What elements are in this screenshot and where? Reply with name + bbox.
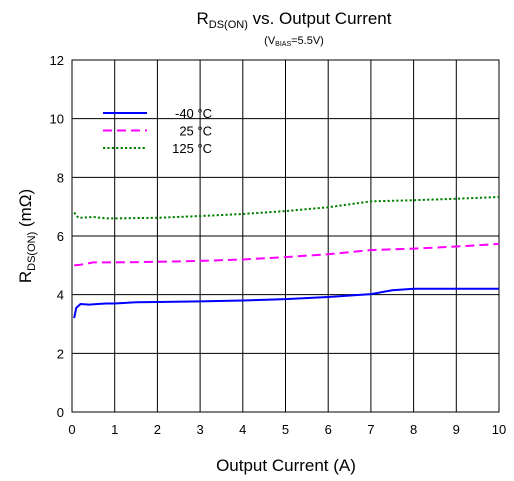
x-axis-label: Output Current (A) bbox=[216, 456, 356, 475]
chart-subtitle-sub: BIAS bbox=[275, 41, 291, 48]
series-line bbox=[74, 242, 500, 267]
x-tick-label: 7 bbox=[367, 422, 374, 437]
legend-label: 25 °C bbox=[179, 124, 212, 139]
chart-subtitle-rest: =5.5V) bbox=[291, 35, 324, 47]
y-tick-label: 12 bbox=[50, 53, 64, 68]
chart-title-rest: vs. Output Current bbox=[248, 9, 392, 28]
y-tick-label: 6 bbox=[57, 229, 64, 244]
x-tick-label: 9 bbox=[453, 422, 460, 437]
series-line bbox=[73, 287, 499, 319]
series-line bbox=[73, 195, 500, 220]
chart-title: RDS(ON) vs. Output Current bbox=[196, 9, 391, 31]
y-tick-label: 10 bbox=[50, 112, 64, 127]
x-tick-label: 6 bbox=[325, 422, 332, 437]
x-tick-label: 5 bbox=[282, 422, 289, 437]
x-tick-label: 2 bbox=[154, 422, 161, 437]
y-tick-label: 2 bbox=[57, 346, 64, 361]
chart-subtitle-open: (V bbox=[264, 35, 276, 47]
series-group bbox=[73, 195, 500, 319]
y-tick-label: 0 bbox=[57, 405, 64, 420]
y-axis-label-sub: DS(ON) bbox=[26, 232, 38, 271]
legend: -40 °C 25 °C 125 °C bbox=[103, 106, 212, 156]
legend-label: 125 °C bbox=[172, 141, 212, 156]
chart-subtitle: (VBIAS=5.5V) bbox=[264, 35, 324, 48]
x-tick-label: 1 bbox=[111, 422, 118, 437]
legend-label: -40 °C bbox=[175, 106, 212, 121]
y-axis-label-main: R bbox=[16, 271, 35, 283]
y-tick-labels: 0 2 4 6 8 10 12 bbox=[50, 53, 64, 420]
y-tick-label: 8 bbox=[57, 170, 64, 185]
chart-title-sub: DS(ON) bbox=[209, 19, 248, 31]
x-tick-label: 4 bbox=[239, 422, 246, 437]
y-axis-label-rest: (mΩ) bbox=[16, 189, 35, 232]
y-tick-label: 4 bbox=[57, 288, 64, 303]
plot-border bbox=[71, 59, 500, 413]
x-tick-label: 0 bbox=[68, 422, 75, 437]
y-axis-label: RDS(ON) (mΩ) bbox=[16, 189, 38, 283]
x-tick-labels: 0 1 2 3 4 5 6 7 8 9 10 bbox=[68, 422, 506, 437]
x-tick-label: 3 bbox=[196, 422, 203, 437]
x-tick-label: 10 bbox=[492, 422, 506, 437]
x-tick-label: 8 bbox=[410, 422, 417, 437]
chart-title-main: R bbox=[196, 9, 208, 28]
